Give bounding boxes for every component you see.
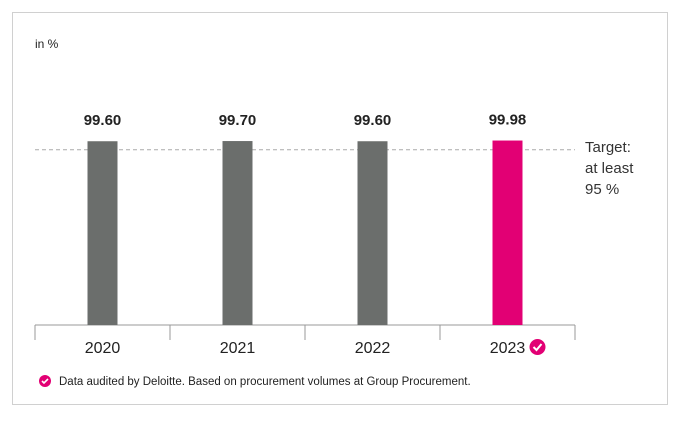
bar — [492, 140, 523, 325]
bar — [87, 141, 118, 325]
x-tick-label: 2021 — [220, 340, 256, 357]
value-label: 99.60 — [354, 112, 392, 129]
frame — [12, 12, 668, 405]
footnote: Data audited by Deloitte. Based on procu… — [59, 376, 471, 388]
audit-icon — [529, 339, 546, 355]
bar — [222, 141, 253, 325]
target-label: Target: at least 95 % — [585, 139, 634, 198]
x-tick-label: 2023 — [490, 340, 526, 357]
x-tick-label: 2022 — [355, 340, 391, 357]
bar — [357, 141, 388, 325]
footnote-check — [41, 378, 49, 385]
audit-check — [532, 343, 543, 352]
axis-label: in % — [35, 37, 59, 51]
value-label: 99.70 — [219, 112, 257, 129]
x-tick-label: 2020 — [85, 340, 121, 357]
value-label: 99.98 — [489, 112, 527, 129]
value-label: 99.60 — [84, 112, 122, 129]
